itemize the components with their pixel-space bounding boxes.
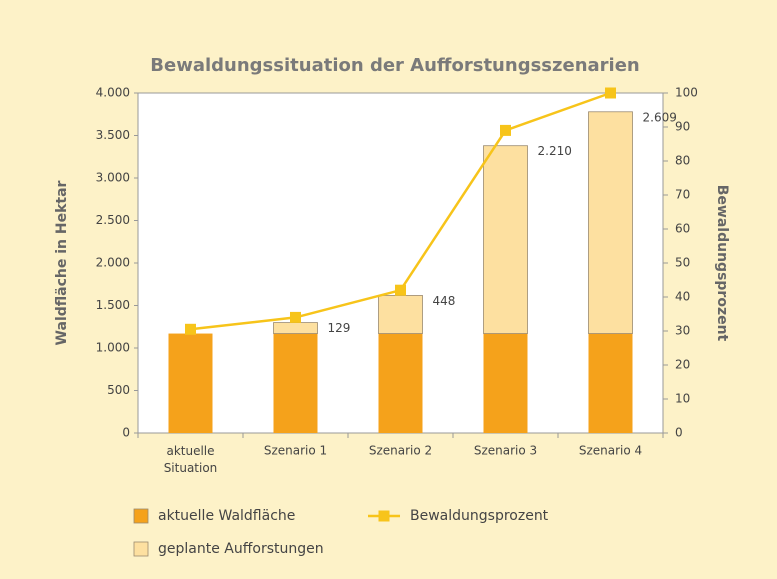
legend-label: aktuelle Waldfläche bbox=[158, 508, 295, 524]
bar-segment bbox=[273, 333, 318, 433]
legend-swatch bbox=[133, 508, 149, 524]
y2-tick-label: 20 bbox=[675, 358, 690, 372]
x-tick-label: Szenario 4 bbox=[579, 444, 642, 458]
bar-segment bbox=[483, 145, 528, 334]
y2-tick-label: 90 bbox=[675, 120, 690, 134]
data-label: 2.210 bbox=[538, 144, 572, 158]
y2-tick-label: 10 bbox=[675, 392, 690, 406]
data-label: 129 bbox=[328, 321, 351, 335]
line-marker bbox=[395, 284, 406, 296]
y-tick-label: 2.500 bbox=[96, 213, 130, 227]
y2-tick-label: 30 bbox=[675, 324, 690, 338]
y2-axis-label: Bewaldungsprozent bbox=[714, 185, 730, 342]
chart-title: Bewaldungssituation der Aufforstungsszen… bbox=[150, 55, 639, 76]
data-label: 2.609 bbox=[643, 110, 677, 124]
legend-marker bbox=[378, 510, 390, 522]
bar-segment bbox=[483, 333, 528, 433]
x-tick-label: Szenario 3 bbox=[474, 444, 537, 458]
y2-tick-label: 80 bbox=[675, 154, 690, 168]
line-marker bbox=[500, 124, 511, 136]
line-marker bbox=[290, 311, 301, 323]
bar-segment bbox=[588, 333, 633, 433]
y-tick-label: 1.000 bbox=[96, 341, 130, 355]
y-tick-label: 3.000 bbox=[96, 171, 130, 185]
x-tick-label: aktuelle Situation bbox=[164, 444, 218, 475]
y-tick-label: 500 bbox=[107, 383, 130, 397]
x-tick-label: Szenario 1 bbox=[264, 444, 327, 458]
legend-label: Bewaldungsprozent bbox=[410, 508, 549, 524]
y-tick-label: 0 bbox=[122, 426, 130, 440]
legend-label: geplante Aufforstungen bbox=[158, 541, 324, 557]
bar-segment bbox=[588, 111, 633, 334]
y2-tick-label: 0 bbox=[675, 426, 683, 440]
x-tick-label: Szenario 2 bbox=[369, 444, 432, 458]
y-tick-label: 4.000 bbox=[96, 86, 130, 100]
line-marker bbox=[185, 323, 196, 335]
bar-segment bbox=[378, 333, 423, 433]
y2-tick-label: 60 bbox=[675, 222, 690, 236]
bar-segment bbox=[168, 333, 213, 433]
y2-tick-label: 100 bbox=[675, 86, 698, 100]
y2-tick-label: 50 bbox=[675, 256, 690, 270]
y-axis-label: Waldfläche in Hektar bbox=[54, 180, 70, 345]
data-label: 448 bbox=[433, 294, 456, 308]
y-tick-label: 3.500 bbox=[96, 128, 130, 142]
bar-segment bbox=[273, 322, 318, 334]
bar-segment bbox=[378, 295, 423, 334]
y-tick-label: 2.000 bbox=[96, 256, 130, 270]
y-tick-label: 1.500 bbox=[96, 298, 130, 312]
line-marker bbox=[605, 87, 616, 99]
y2-tick-label: 70 bbox=[675, 188, 690, 202]
legend-swatch bbox=[133, 541, 149, 557]
y2-tick-label: 40 bbox=[675, 290, 690, 304]
